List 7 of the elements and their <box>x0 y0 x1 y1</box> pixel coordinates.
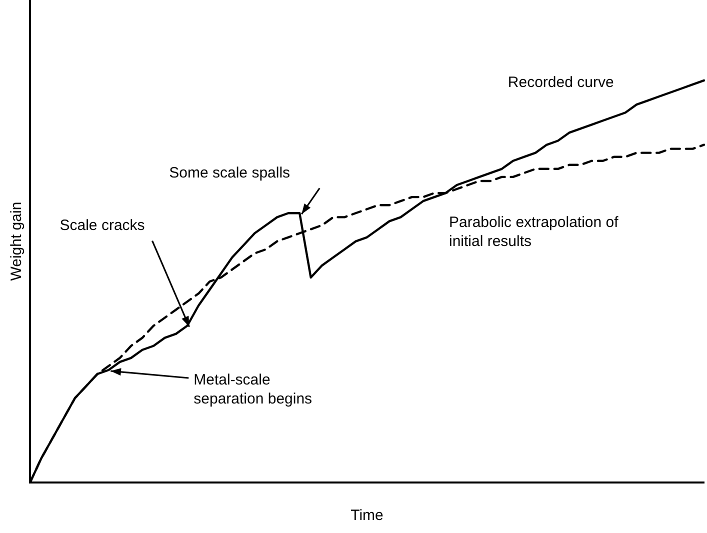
annotation: Metal-scale separation begins <box>194 372 312 408</box>
series-label: Parabolic extrapolation of initial results <box>449 214 620 250</box>
annotation: Some scale spalls <box>169 164 290 182</box>
y-axis-title: Weight gain <box>8 202 26 281</box>
annotation: Scale cracks <box>60 216 145 234</box>
series-label: Recorded curve <box>508 74 614 91</box>
x-axis-title: Time <box>350 507 384 524</box>
